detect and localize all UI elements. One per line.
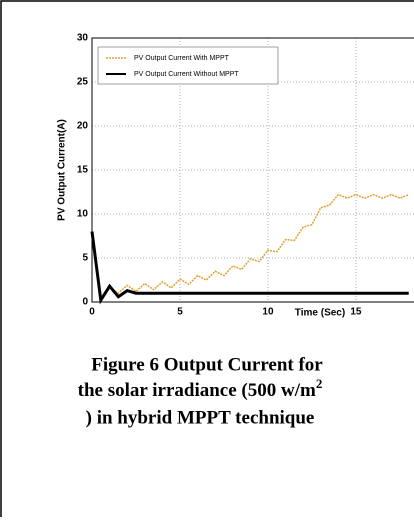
- y-axis-label: PV Output Current(A): [57, 119, 68, 221]
- y-tick-label: 15: [77, 165, 89, 176]
- caption-line: the solar irradiance (500 w/m2: [78, 376, 323, 401]
- legend-box: [97, 46, 279, 85]
- x-tick-label: 10: [262, 307, 274, 318]
- caption-line: Figure 6 Output Current for: [91, 354, 323, 375]
- caption-line: ) in hybrid MPPT technique: [86, 407, 315, 428]
- legend-label: PV Output Current With MPPT: [134, 55, 230, 62]
- x-tick-label: 0: [89, 307, 95, 318]
- y-tick-label: 10: [77, 209, 89, 220]
- x-tick-label: 15: [350, 307, 362, 318]
- caption-superscript: 2: [316, 376, 323, 391]
- data-line: [91, 193, 409, 300]
- caption-text: the solar irradiance (500 w/m: [78, 380, 316, 401]
- data-line: [90, 231, 409, 305]
- y-tick-label: 25: [77, 77, 89, 88]
- axes-box: [91, 37, 414, 303]
- x-tick-label: 5: [177, 307, 183, 318]
- y-tick-label: 30: [77, 33, 89, 44]
- legend-label: PV Output Current Without MPPT: [134, 71, 239, 78]
- y-tick-label: 5: [82, 253, 88, 264]
- y-tick-label: 20: [77, 121, 89, 132]
- y-tick-label: 0: [82, 297, 88, 308]
- x-axis-label: Time (Sec): [295, 308, 345, 319]
